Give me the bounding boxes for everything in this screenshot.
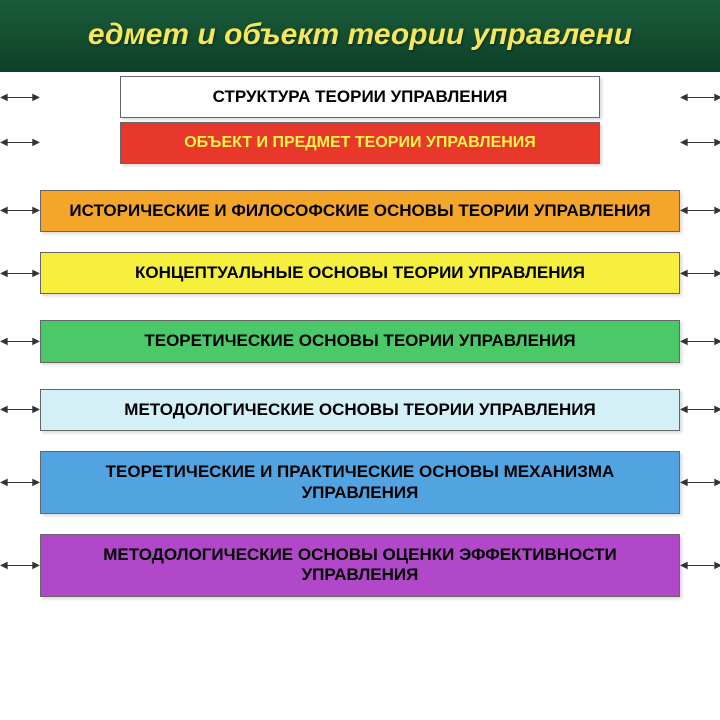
diagram-row: ▶◀ТЕОРЕТИЧЕСКИЕ И ПРАКТИЧЕСКИЕ ОСНОВЫ МЕ… [0,451,720,514]
spacer [0,294,720,320]
diagram-block: МЕТОДОЛОГИЧЕСКИЕ ОСНОВЫ ТЕОРИИ УПРАВЛЕНИ… [40,389,680,431]
spacer [0,514,720,534]
diagram-block: СТРУКТУРА ТЕОРИИ УПРАВЛЕНИЯ [120,76,600,118]
spacer [0,363,720,389]
arrow-right-icon: ◀▶ [680,97,720,98]
spacer [0,164,720,190]
diagram-row: ▶◀КОНЦЕПТУАЛЬНЫЕ ОСНОВЫ ТЕОРИИ УПРАВЛЕНИ… [0,252,720,294]
arrow-left-icon: ▶◀ [0,273,40,274]
diagram-block: МЕТОДОЛОГИЧЕСКИЕ ОСНОВЫ ОЦЕНКИ ЭФФЕКТИВН… [40,534,680,597]
arrow-left-icon: ▶◀ [0,409,40,410]
diagram-row: ▶◀МЕТОДОЛОГИЧЕСКИЕ ОСНОВЫ ТЕОРИИ УПРАВЛЕ… [0,389,720,431]
arrow-left-icon: ▶◀ [0,482,40,483]
diagram-block: ТЕОРЕТИЧЕСКИЕ И ПРАКТИЧЕСКИЕ ОСНОВЫ МЕХА… [40,451,680,514]
arrow-left-icon: ▶◀ [0,565,40,566]
spacer [0,232,720,252]
diagram-row: ▶◀ СТРУКТУРА ТЕОРИИ УПРАВЛЕНИЯ ◀▶ [0,76,720,118]
spacer [0,597,720,601]
arrow-right-icon: ◀▶ [680,482,720,483]
spacer [0,431,720,451]
arrow-left-icon: ▶◀ [0,142,40,143]
slide-title: едмет и объект теории управлени [0,0,720,72]
arrow-right-icon: ◀▶ [680,210,720,211]
arrow-right-icon: ◀▶ [680,273,720,274]
diagram-row: ▶◀ТЕОРЕТИЧЕСКИЕ ОСНОВЫ ТЕОРИИ УПРАВЛЕНИЯ… [0,320,720,362]
diagram-block: КОНЦЕПТУАЛЬНЫЕ ОСНОВЫ ТЕОРИИ УПРАВЛЕНИЯ [40,252,680,294]
diagram-row: ▶◀ ОБЪЕКТ И ПРЕДМЕТ ТЕОРИИ УПРАВЛЕНИЯ ◀▶ [0,122,720,163]
diagram-block: ОБЪЕКТ И ПРЕДМЕТ ТЕОРИИ УПРАВЛЕНИЯ [120,122,600,163]
arrow-right-icon: ◀▶ [680,565,720,566]
arrow-left-icon: ▶◀ [0,210,40,211]
arrow-left-icon: ▶◀ [0,341,40,342]
diagram-block: ИСТОРИЧЕСКИЕ И ФИЛОСОФСКИЕ ОСНОВЫ ТЕОРИИ… [40,190,680,232]
diagram-row: ▶◀ИСТОРИЧЕСКИЕ И ФИЛОСОФСКИЕ ОСНОВЫ ТЕОР… [0,190,720,232]
arrow-left-icon: ▶◀ [0,97,40,98]
arrow-right-icon: ◀▶ [680,409,720,410]
arrow-right-icon: ◀▶ [680,341,720,342]
diagram-row: ▶◀МЕТОДОЛОГИЧЕСКИЕ ОСНОВЫ ОЦЕНКИ ЭФФЕКТИ… [0,534,720,597]
diagram-block: ТЕОРЕТИЧЕСКИЕ ОСНОВЫ ТЕОРИИ УПРАВЛЕНИЯ [40,320,680,362]
arrow-right-icon: ◀▶ [680,142,720,143]
diagram-content: ▶◀ СТРУКТУРА ТЕОРИИ УПРАВЛЕНИЯ ◀▶ ▶◀ ОБЪЕКТ … [0,72,720,601]
